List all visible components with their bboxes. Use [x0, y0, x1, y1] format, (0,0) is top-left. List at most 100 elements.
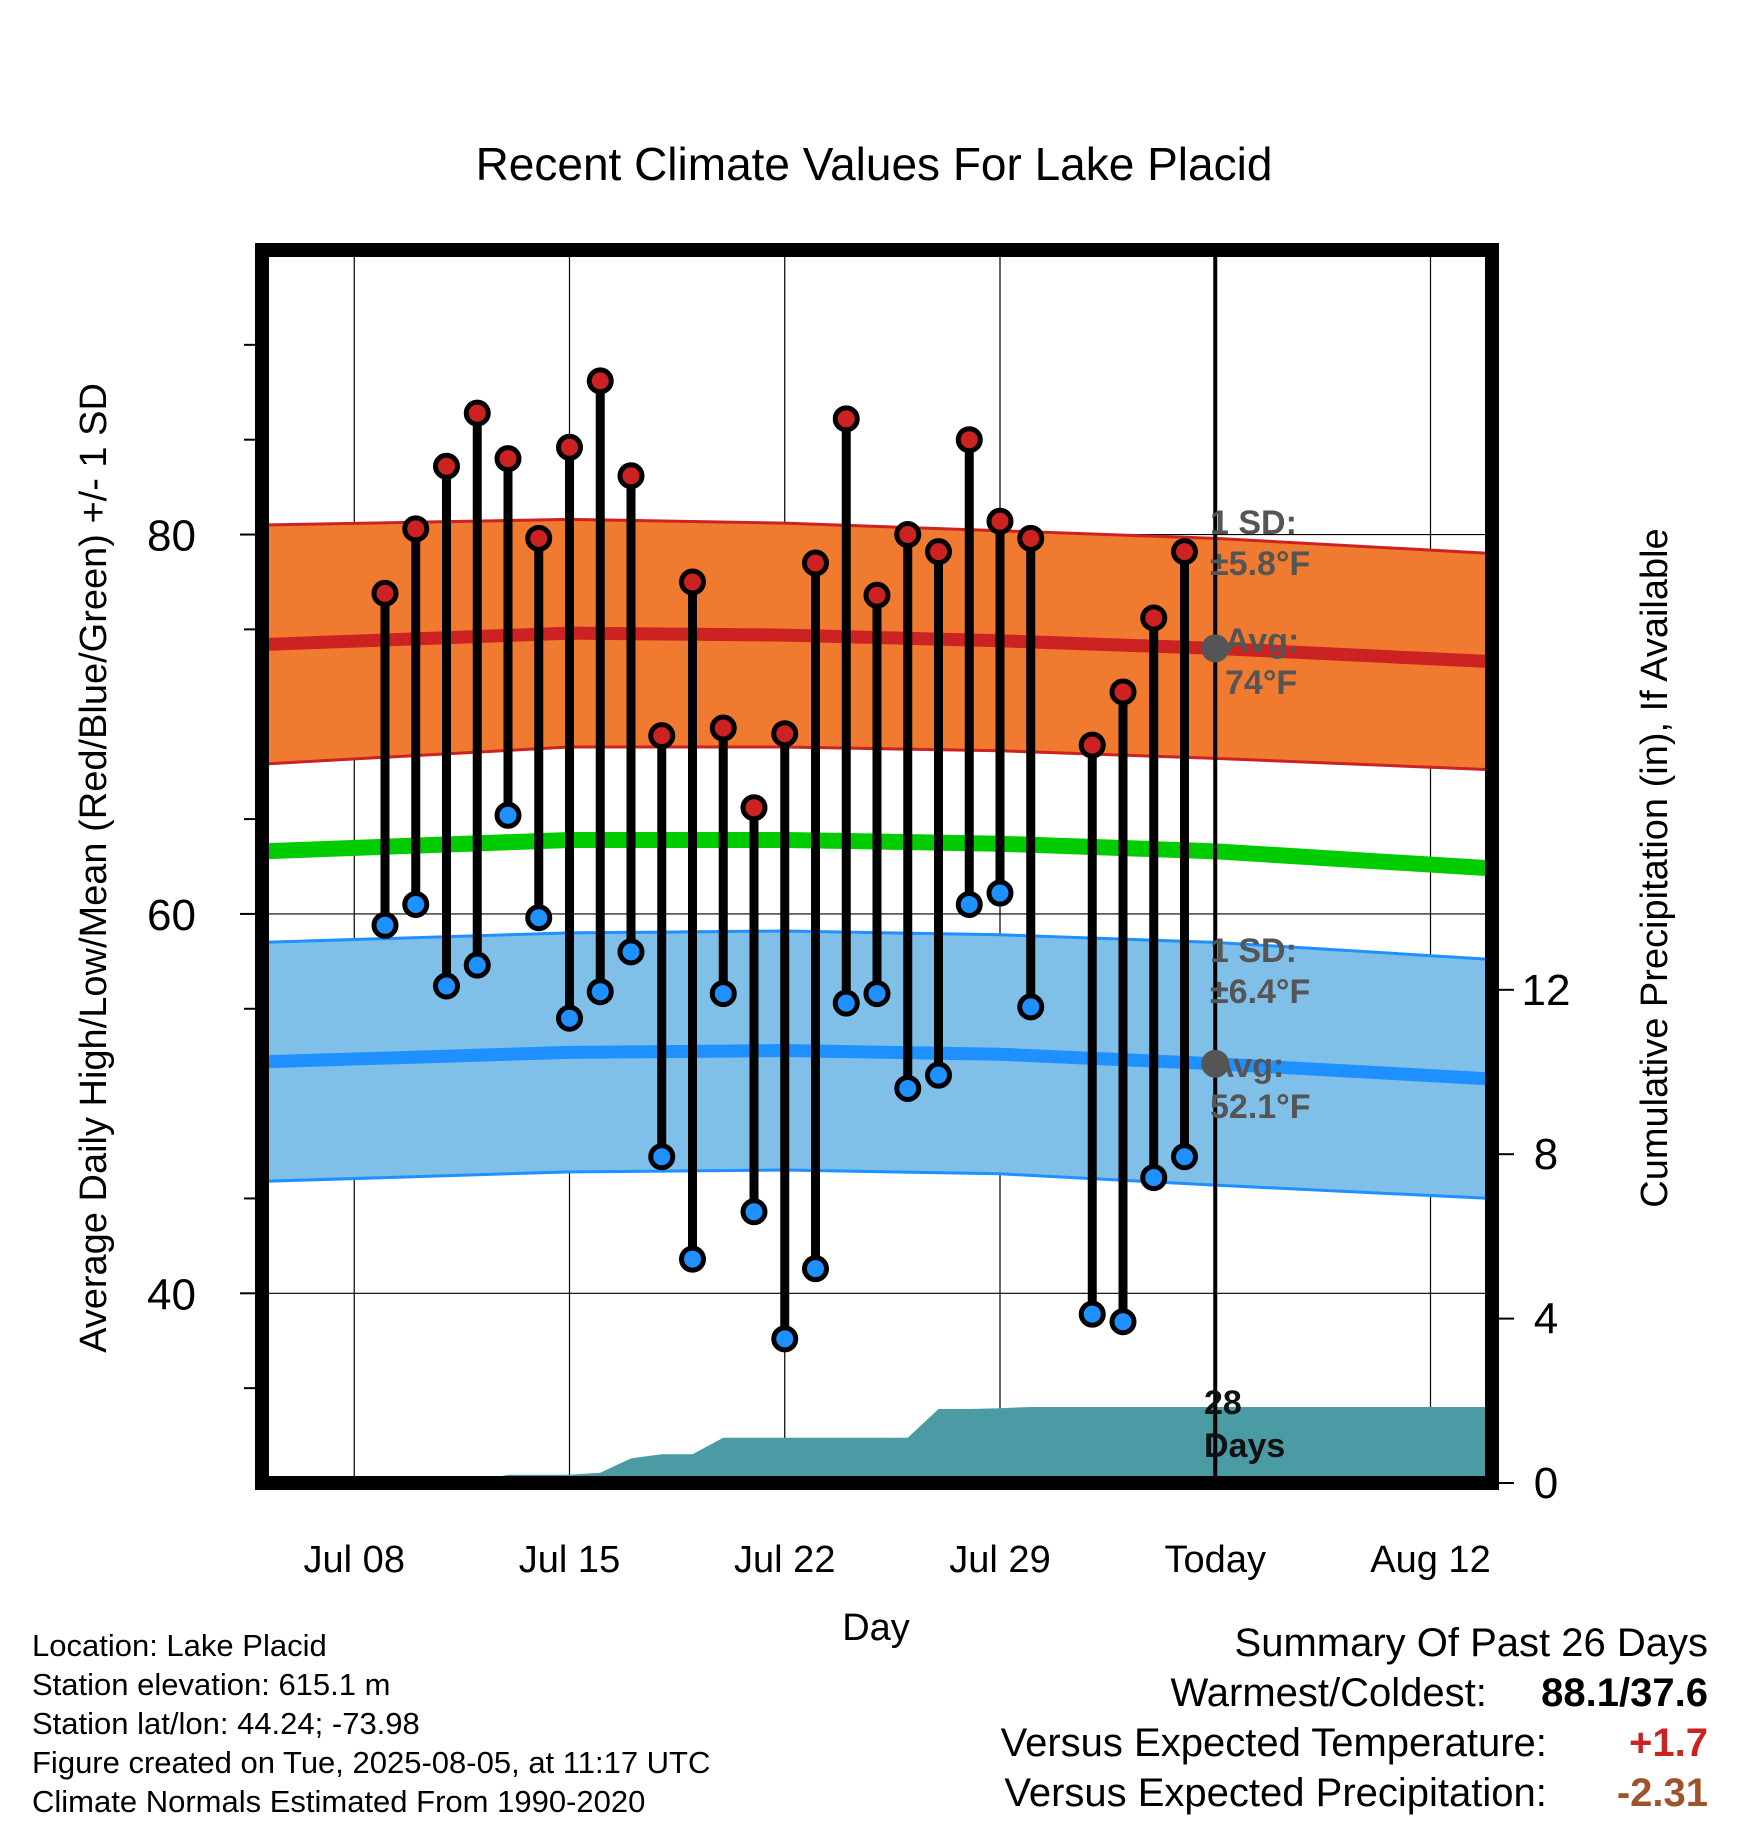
- high-avg-label: Avg:: [1225, 622, 1299, 660]
- daily-high-point: [986, 507, 1014, 535]
- plot-frame: [255, 243, 1499, 1490]
- daily-low-point: [986, 879, 1014, 907]
- daily-high-point: [863, 581, 891, 609]
- y-right-tick-label: 8: [1534, 1130, 1558, 1179]
- warmest-value: 88.1/37.6: [1541, 1671, 1708, 1715]
- daily-low-point: [525, 904, 553, 932]
- info-latlon: Station lat/lon: 44.24; -73.98: [32, 1706, 420, 1741]
- daily-low-point: [648, 1143, 676, 1171]
- summary-title: Summary Of Past 26 Days: [1234, 1621, 1708, 1665]
- daily-high-point: [740, 794, 768, 822]
- high-sd-label: 1 SD:: [1210, 504, 1297, 542]
- precipitation-area: [262, 250, 1492, 1483]
- daily-low-point: [863, 980, 891, 1008]
- daily-high-point: [709, 714, 737, 742]
- daily-high-point: [371, 579, 399, 607]
- daily-low-point: [740, 1198, 768, 1226]
- daily-low-point: [586, 978, 614, 1006]
- daily-high-point: [894, 521, 922, 549]
- x-tick-label: Today: [1165, 1539, 1266, 1581]
- precip-area: [262, 1406, 1492, 1483]
- summary-panel: Summary Of Past 26 Days Warmest/Coldest:…: [1001, 1618, 1708, 1818]
- daily-low-point: [402, 890, 430, 918]
- daily-points: [371, 367, 1198, 1353]
- daily-high-point: [1109, 678, 1137, 706]
- daily-low-point: [709, 980, 737, 1008]
- low-avg-marker: [1201, 1049, 1230, 1078]
- normal-high-line: [261, 626, 1493, 669]
- station-info: Location: Lake Placid Station elevation:…: [32, 1626, 710, 1821]
- high-band-lower-edge: [261, 745, 1493, 772]
- y-right-tick-label: 12: [1522, 966, 1571, 1015]
- daily-low-point: [433, 972, 460, 1000]
- precip-label: Versus Expected Precipitation:: [1004, 1771, 1547, 1815]
- daily-low-point: [1109, 1308, 1137, 1336]
- summary-temp-row: Versus Expected Temperature: +1.7: [1001, 1718, 1708, 1768]
- daily-high-point: [832, 405, 860, 433]
- x-tick-label: Jul 08: [304, 1539, 405, 1581]
- high-sd-value: ±5.8°F: [1210, 545, 1310, 583]
- x-tick-label: Jul 22: [734, 1539, 835, 1581]
- daily-high-point: [648, 722, 676, 750]
- info-created: Figure created on Tue, 2025-08-05, at 11…: [32, 1745, 711, 1780]
- precip-value: -2.31: [1616, 1771, 1708, 1815]
- x-tick-label: Jul 29: [949, 1539, 1050, 1581]
- daily-low-point: [925, 1061, 952, 1089]
- y-axis-label-left: Average Daily High/Low/Mean (Red/Blue/Gr…: [73, 383, 115, 1353]
- low-avg-value: 52.1°F: [1210, 1088, 1311, 1126]
- daily-high-point: [802, 549, 829, 577]
- daily-high-point: [433, 452, 460, 480]
- low-sd-label: 1 SD:: [1210, 932, 1297, 970]
- daily-low-point: [494, 801, 522, 829]
- daily-high-point: [1171, 538, 1198, 566]
- daily-high-point: [556, 433, 583, 461]
- x-tick-label: Jul 15: [519, 1539, 620, 1581]
- daily-high-point: [494, 445, 522, 473]
- temp-value: +1.7: [1629, 1721, 1708, 1765]
- daily-low-point: [832, 989, 860, 1017]
- daily-range-stems: [380, 380, 1189, 1339]
- days-word: Days: [1204, 1427, 1285, 1465]
- axis-ticks: Jul 08 Jul 15 Jul 22 Jul 29 Today Aug 12 4 0 60 8…: [147, 343, 1571, 1581]
- daily-low-point: [463, 951, 491, 979]
- high-band-upper-edge: [261, 517, 1493, 556]
- daily-low-point: [802, 1255, 829, 1283]
- daily-low-point: [617, 938, 645, 966]
- y-tick-label: 80: [147, 512, 196, 561]
- daily-low-point: [955, 890, 983, 918]
- daily-high-point: [1140, 604, 1168, 632]
- daily-high-point: [525, 524, 553, 552]
- x-tick-label: Aug 12: [1370, 1539, 1490, 1581]
- y-axis-label-right: Cumulative Precipitation (in), If Availa…: [1634, 528, 1676, 1207]
- y-tick-label: 60: [147, 891, 196, 940]
- high-avg-value: 74°F: [1225, 664, 1297, 702]
- daily-low-point: [1140, 1164, 1168, 1192]
- daily-low-point: [679, 1245, 706, 1273]
- x-axis-label: Day: [842, 1607, 910, 1649]
- daily-high-point: [402, 515, 430, 543]
- daily-high-point: [586, 367, 614, 395]
- info-elevation: Station elevation: 615.1 m: [32, 1667, 391, 1702]
- temp-label: Versus Expected Temperature:: [1000, 1721, 1547, 1765]
- low-band-upper-edge: [261, 929, 1493, 961]
- daily-high-point: [771, 720, 799, 748]
- info-normals: Climate Normals Estimated From 1990-2020: [32, 1784, 646, 1819]
- daily-high-point: [1078, 731, 1106, 759]
- daily-low-point: [371, 911, 399, 939]
- days-count: 28: [1204, 1384, 1242, 1422]
- summary-precip-row: Versus Expected Precipitation: -2.31: [1001, 1768, 1708, 1818]
- warmest-label: Warmest/Coldest:: [1170, 1671, 1487, 1715]
- y-right-tick-label: 4: [1534, 1295, 1558, 1344]
- daily-low-point: [556, 1004, 583, 1032]
- daily-low-point: [1171, 1143, 1198, 1171]
- normal-mean-line: [261, 831, 1493, 877]
- y-right-tick-label: 0: [1534, 1459, 1558, 1508]
- daily-low-point: [1017, 993, 1045, 1021]
- low-sd-value: ±6.4°F: [1210, 973, 1310, 1011]
- daily-low-point: [894, 1074, 922, 1102]
- normal-low-line: [261, 1044, 1493, 1086]
- low-avg-label: Avg:: [1210, 1047, 1284, 1085]
- daily-high-point: [617, 462, 645, 490]
- annotations: 1 SD: ±5.8°F Avg: 74°F 1 SD: ±6.4°F Avg:…: [1204, 504, 1311, 1465]
